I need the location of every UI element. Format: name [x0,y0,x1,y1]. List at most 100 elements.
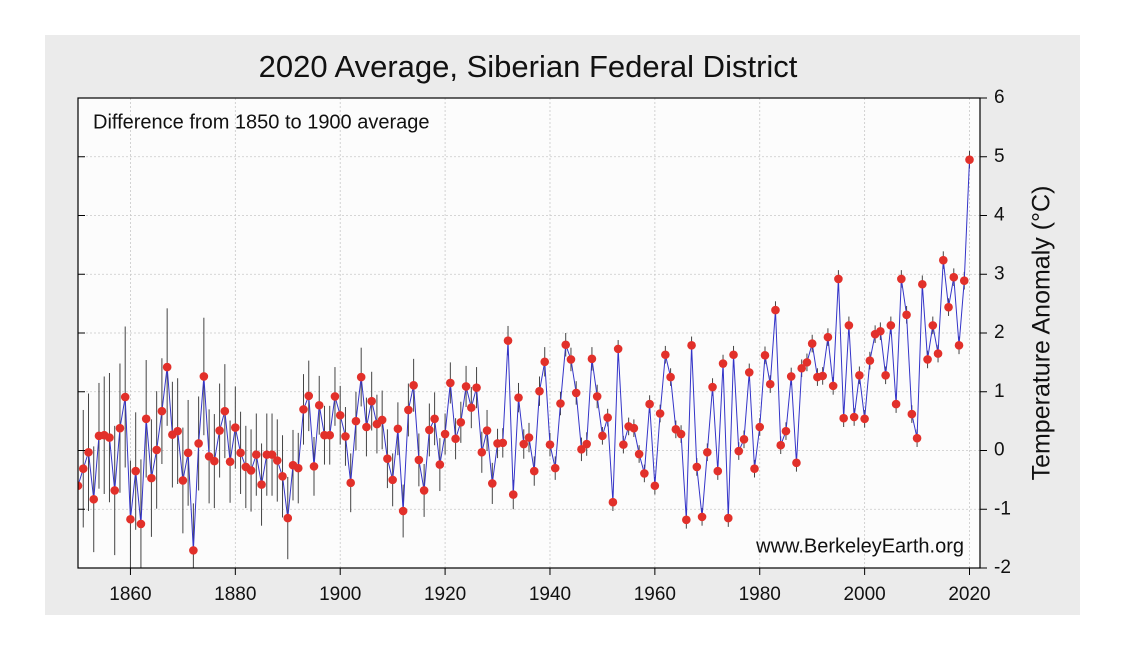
data-point [446,378,455,388]
data-point [388,475,397,485]
data-point [676,429,686,439]
data-point [855,371,864,380]
data-point [278,472,287,481]
data-point [367,396,376,406]
data-point [802,358,812,367]
data-point [781,426,791,436]
data-point [435,460,445,469]
data-point [708,382,717,392]
data-point [325,430,335,440]
data-point [944,302,953,312]
data-point [760,351,770,360]
y-tick-label: 0 [994,440,1005,461]
x-tick-label: 1980 [739,584,781,605]
data-point [556,399,565,408]
data-point [472,383,481,392]
data-point [938,255,948,265]
data-point [341,432,350,441]
data-point [634,449,644,459]
data-point [89,494,99,504]
y-tick-label: 1 [994,381,1005,402]
data-point [115,423,125,433]
data-point [912,433,922,443]
data-point [414,455,424,465]
data-point [173,426,182,436]
data-point [105,433,114,442]
data-point [928,321,938,330]
data-point [404,405,413,415]
x-tick-label: 1880 [214,584,256,605]
data-point [393,424,403,434]
data-point [430,414,439,424]
data-point [765,379,775,389]
data-point [136,519,146,529]
data-point [110,486,120,495]
data-point [220,406,230,416]
data-point [771,305,780,315]
data-point [189,546,198,555]
data-point [147,473,156,483]
data-point [949,272,959,282]
data-point [571,388,581,398]
data-point [613,344,623,354]
chart-title: 2020 Average, Siberian Federal District [259,49,798,84]
data-point [283,513,293,523]
data-point [849,412,859,422]
data-point [84,447,93,457]
x-tick-label: 1900 [319,584,361,605]
data-point [425,425,434,435]
data-point [844,321,854,330]
data-point [377,415,387,425]
data-point [362,422,371,432]
data-point [225,457,235,466]
y-tick-label: -2 [994,557,1011,578]
marks [78,150,974,568]
data-point [608,497,618,507]
data-point [314,400,324,410]
data-point [902,310,911,320]
data-point [666,372,675,382]
data-point [383,454,392,464]
data-point [157,406,167,416]
data-point [718,359,728,368]
data-point [823,332,833,342]
data-point [398,506,408,516]
data-point [723,513,733,523]
data-point [529,466,539,476]
data-point [792,458,801,468]
data-point [786,372,796,381]
data-point [131,466,140,476]
data-point [650,481,660,491]
data-point [293,463,303,473]
y-tick-label: 5 [994,146,1005,167]
y-tick-label: 4 [994,205,1005,226]
data-point [645,399,654,409]
data-point [739,435,749,444]
source-label: www.BerkeleyEarth.org [755,535,964,557]
data-point [178,476,188,485]
data-point [860,414,869,424]
annotation: Difference from 1850 to 1900 average [93,111,430,133]
data-point [897,274,906,284]
data-point [519,439,529,449]
data-point [959,276,969,286]
data-point [451,434,460,444]
data-point [330,392,340,401]
data-point [304,391,314,401]
data-point [351,416,361,426]
data-point [508,490,518,499]
data-point [965,155,974,164]
data-point [561,340,571,350]
data-point [540,357,550,367]
data-point [923,355,932,364]
data-point [876,326,885,336]
data-point [661,350,670,360]
data-point [299,405,308,414]
data-point [524,433,534,442]
data-point [933,349,943,358]
y-tick-label: 3 [994,263,1005,284]
data-point [409,380,418,390]
data-point [120,392,130,402]
data-point [535,386,544,396]
